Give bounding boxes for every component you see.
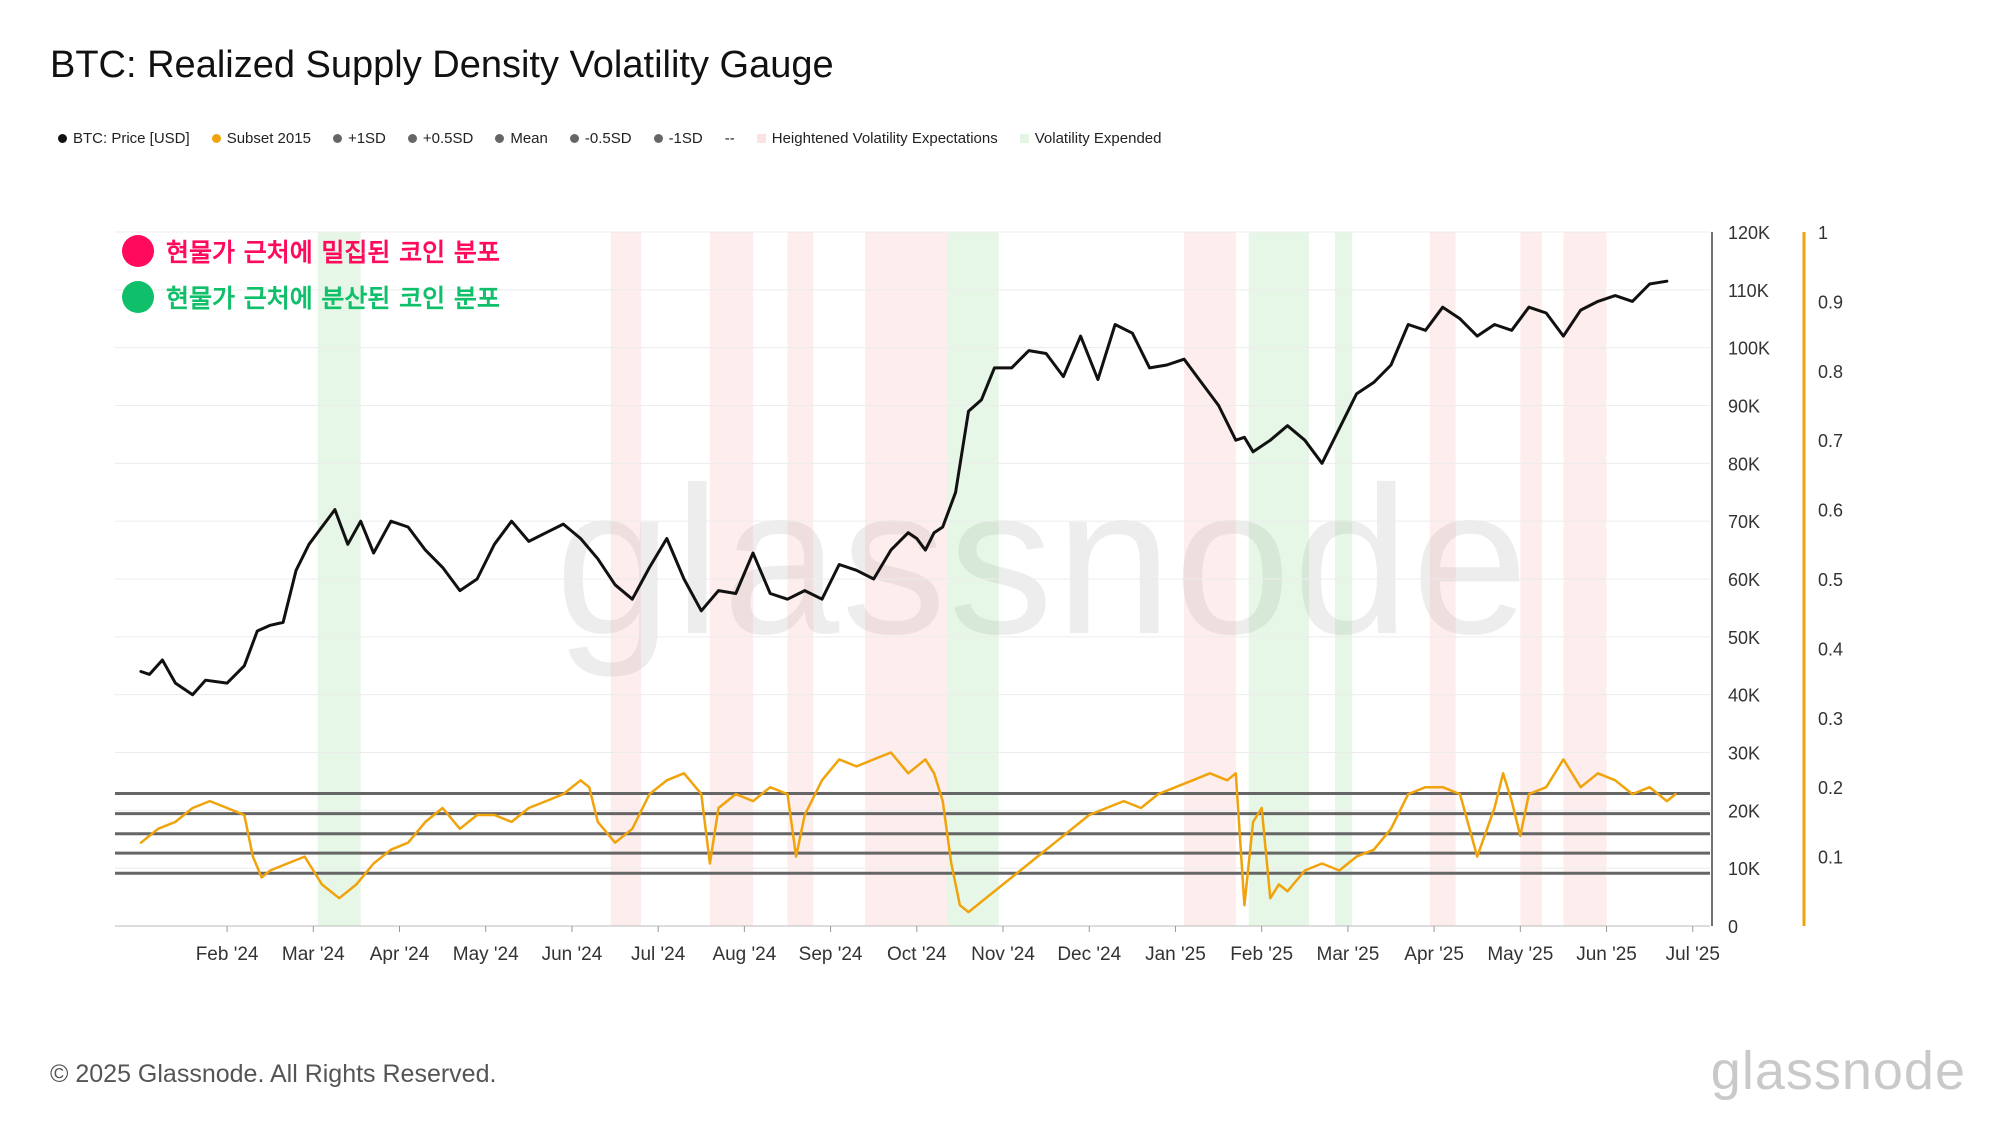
price-tick-label: 0: [1728, 917, 1738, 937]
price-tick-label: 20K: [1728, 801, 1760, 821]
price-tick-label: 30K: [1728, 744, 1760, 764]
legend-label: Mean: [510, 129, 548, 147]
legend-dot-marker: [211, 133, 221, 143]
legend-label: Subset 2015: [226, 129, 311, 147]
x-tick-label: Jun '25: [1576, 944, 1637, 965]
annotation-text: 현물가 근처에 밀집된 코인 분포: [166, 238, 500, 267]
subset-tick-label: 0.8: [1818, 362, 1843, 382]
x-tick-label: Feb '25: [1230, 944, 1293, 965]
subset-tick-label: 0.7: [1818, 431, 1843, 451]
legend-item[interactable]: Mean: [495, 130, 548, 147]
legend-item[interactable]: Subset 2015: [211, 129, 311, 147]
price-tick-label: 40K: [1728, 686, 1760, 706]
legend-label: Volatility Expended: [1034, 129, 1162, 147]
x-tick-label: Apr '24: [370, 944, 430, 965]
chart-title: BTC: Realized Supply Density Volatility …: [50, 44, 834, 86]
x-tick-label: Jan '25: [1145, 944, 1206, 965]
legend-dot-marker: [407, 133, 417, 143]
legend-item[interactable]: BTC: Price [USD]: [58, 130, 190, 147]
price-tick-label: 10K: [1728, 859, 1760, 879]
price-tick-label: 50K: [1728, 628, 1760, 648]
legend-item[interactable]: Heightened Volatility Expectations: [756, 129, 998, 147]
x-tick-label: Jul '24: [631, 944, 686, 965]
legend-swatch-marker: [756, 133, 766, 143]
legend-label: +1SD: [347, 129, 386, 147]
legend-dot-marker: [58, 133, 67, 143]
subset-tick-label: 0.2: [1818, 778, 1843, 798]
sd-bands: [115, 791, 1710, 875]
legend-label: -1SD: [668, 129, 703, 147]
x-tick-label: Feb '24: [196, 944, 259, 965]
legend: BTC: Price [USD] Subset 2015 +1SD +0.5SD Mea…: [58, 128, 1184, 148]
x-tick-label: Jul '25: [1666, 944, 1720, 965]
subset-tick-label: 1: [1818, 223, 1828, 243]
legend-item[interactable]: -0.5SD: [569, 129, 632, 147]
gridlines: [115, 231, 1710, 927]
price-series-line: [139, 279, 1669, 697]
footer-logo: glassnode: [1710, 1041, 1966, 1101]
subset-tick-label: 0.6: [1818, 501, 1843, 521]
price-tick-label: 60K: [1728, 570, 1760, 590]
x-tick-label: May '25: [1487, 944, 1553, 965]
x-tick-label: Aug '24: [712, 944, 776, 965]
x-tick-label: Oct '24: [887, 944, 947, 965]
subset-series-line: [139, 751, 1677, 914]
x-tick-label: Dec '24: [1057, 944, 1121, 965]
x-tick-label: May '24: [453, 944, 519, 965]
annotation-dot: [122, 235, 154, 267]
annotation-row: 현물가 근처에 밀집된 코인 분포: [122, 234, 500, 268]
legend-label: BTC: Price [USD]: [73, 129, 190, 147]
legend-dot-marker: [569, 133, 579, 143]
annotation-text: 현물가 근처에 분산된 코인 분포: [166, 284, 500, 313]
price-tick-label: 80K: [1728, 454, 1760, 474]
subset-tick-label: 0.1: [1818, 848, 1843, 868]
legend-dot-marker: [653, 133, 663, 143]
subset-tick-label: 0.5: [1818, 570, 1843, 590]
legend-item[interactable]: -1SD: [653, 129, 703, 147]
x-tick-label: Mar '25: [1317, 944, 1380, 965]
price-tick-label: 110K: [1728, 281, 1769, 301]
annotation-dot: [122, 281, 154, 313]
x-tick-label: Nov '24: [971, 944, 1035, 965]
x-tick-label: Sep '24: [799, 944, 863, 965]
series-lines: [139, 279, 1677, 914]
legend-dot-marker: [495, 133, 505, 143]
legend-item[interactable]: --: [725, 130, 735, 147]
price-tick-label: 120K: [1728, 223, 1770, 243]
axes: Feb '24 Mar '24 Apr '24 May '24 Jun '24 Jul '…: [115, 223, 1843, 965]
legend-label: +0.5SD: [422, 129, 474, 147]
legend-label: --: [724, 129, 735, 147]
legend-label: -0.5SD: [584, 129, 632, 147]
legend-item[interactable]: Volatility Expended: [1019, 129, 1162, 147]
x-tick-label: Mar '24: [282, 944, 345, 965]
x-tick-label: Jun '24: [542, 944, 603, 965]
price-tick-label: 70K: [1728, 512, 1760, 532]
price-tick-label: 90K: [1728, 397, 1760, 417]
subset-tick-label: 0.9: [1818, 292, 1843, 312]
subset-tick-label: 0.4: [1818, 639, 1843, 659]
annotation-row: 현물가 근처에 분산된 코인 분포: [122, 280, 500, 314]
x-tick-label: Apr '25: [1404, 944, 1464, 965]
legend-label: Heightened Volatility Expectations: [771, 129, 998, 147]
legend-item[interactable]: +0.5SD: [407, 129, 474, 147]
subset-tick-label: 0.3: [1818, 709, 1843, 729]
legend-swatch-marker: [1019, 133, 1029, 143]
price-tick-label: 100K: [1728, 339, 1770, 359]
legend-dot-marker: [332, 133, 342, 143]
legend-item[interactable]: +1SD: [332, 129, 386, 147]
copyright: © 2025 Glassnode. All Rights Reserved.: [50, 1060, 497, 1088]
